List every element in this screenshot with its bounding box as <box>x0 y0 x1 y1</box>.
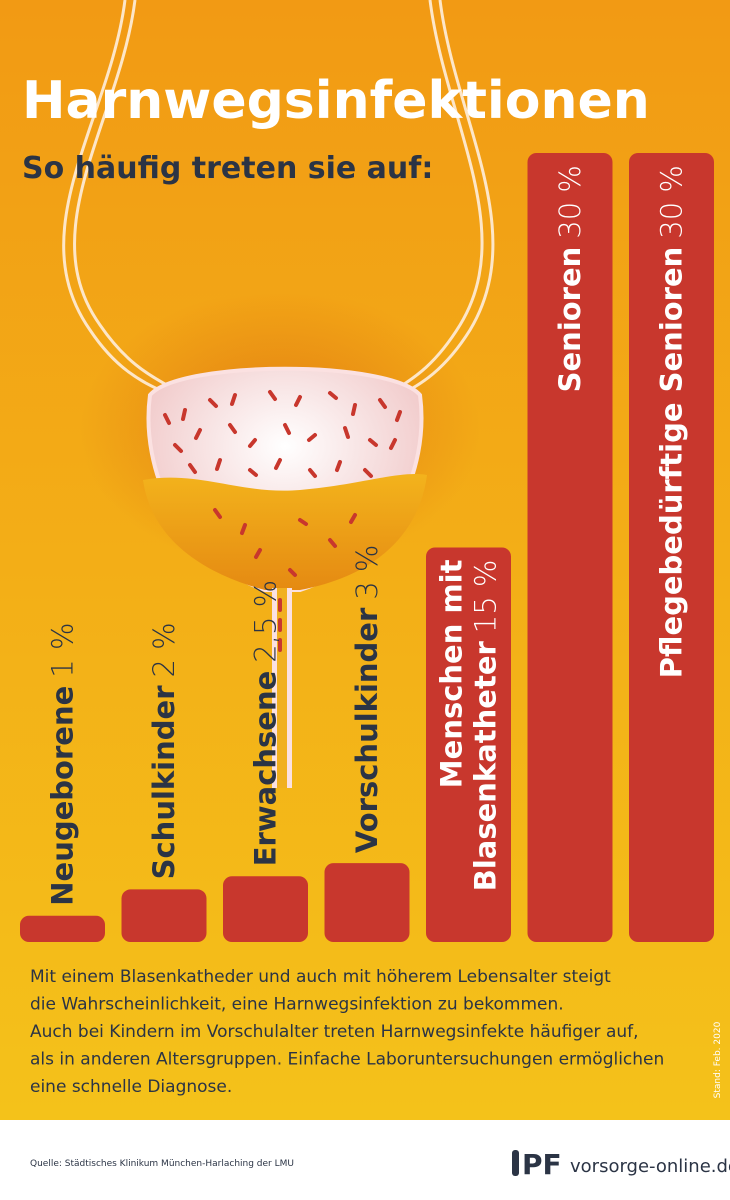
description: Mit einem Blasenkatheder und auch mit hö… <box>30 967 664 1097</box>
bar <box>527 153 613 942</box>
value-label: 30 % <box>655 165 689 239</box>
category-label: Neugeborene 1 % <box>46 622 80 905</box>
bar <box>121 889 207 942</box>
category-label: Erwachsene 2,5 % <box>249 580 283 866</box>
footer-background <box>0 1120 730 1200</box>
value-label: 15 % <box>469 560 503 634</box>
bladder-illustration <box>62 0 495 788</box>
bar <box>223 876 308 942</box>
category-name: Senioren <box>553 247 587 393</box>
category-label: Schulkinder 2 % <box>147 622 181 879</box>
category-name: Pflegebedürftige Senioren <box>655 247 689 679</box>
bar <box>629 153 714 942</box>
description-line: die Wahrscheinlichkeit, eine Harnwegsinf… <box>30 995 564 1015</box>
bar <box>20 915 105 942</box>
category-label: Vorschulkinder 3 % <box>350 544 384 853</box>
value-label: 30 % <box>553 165 587 239</box>
category-name: Schulkinder <box>147 685 181 880</box>
category-name: Blasenkatheter <box>469 640 503 891</box>
category-label: Blasenkatheter 15 % <box>469 560 503 892</box>
value-label: 2,5 % <box>249 580 283 663</box>
category-name: Vorschulkinder <box>350 607 384 853</box>
value-label: 3 % <box>350 544 384 599</box>
description-line: Mit einem Blasenkatheder und auch mit hö… <box>30 967 611 987</box>
website: vorsorge-online.de <box>570 1156 730 1177</box>
category-name: Neugeborene <box>46 686 80 906</box>
description-line: Auch bei Kindern im Vorschulalter treten… <box>30 1022 639 1042</box>
logo: PF <box>522 1148 562 1181</box>
description-line: eine schnelle Diagnose. <box>30 1077 232 1097</box>
value-label: 2 % <box>147 622 181 677</box>
source: Quelle: Städtisches Klinikum München-Har… <box>30 1159 294 1169</box>
bar <box>324 863 410 942</box>
category-label: Pflegebedürftige Senioren 30 % <box>655 165 689 678</box>
value-label: 1 % <box>46 622 80 677</box>
description-line: als in anderen Altersgruppen. Einfache L… <box>30 1050 664 1070</box>
category-label: Menschen mit <box>435 559 469 788</box>
chart-subtitle: So häufig treten sie auf: <box>22 151 433 186</box>
date-note: Stand: Feb. 2020 <box>713 1021 723 1098</box>
category-name: Menschen mit <box>435 559 469 788</box>
logo-icon <box>512 1150 519 1176</box>
category-label: Senioren 30 % <box>553 165 587 392</box>
category-name: Erwachsene <box>249 671 283 867</box>
bar <box>426 547 511 942</box>
chart-title: Harnwegsinfektionen <box>22 71 650 131</box>
